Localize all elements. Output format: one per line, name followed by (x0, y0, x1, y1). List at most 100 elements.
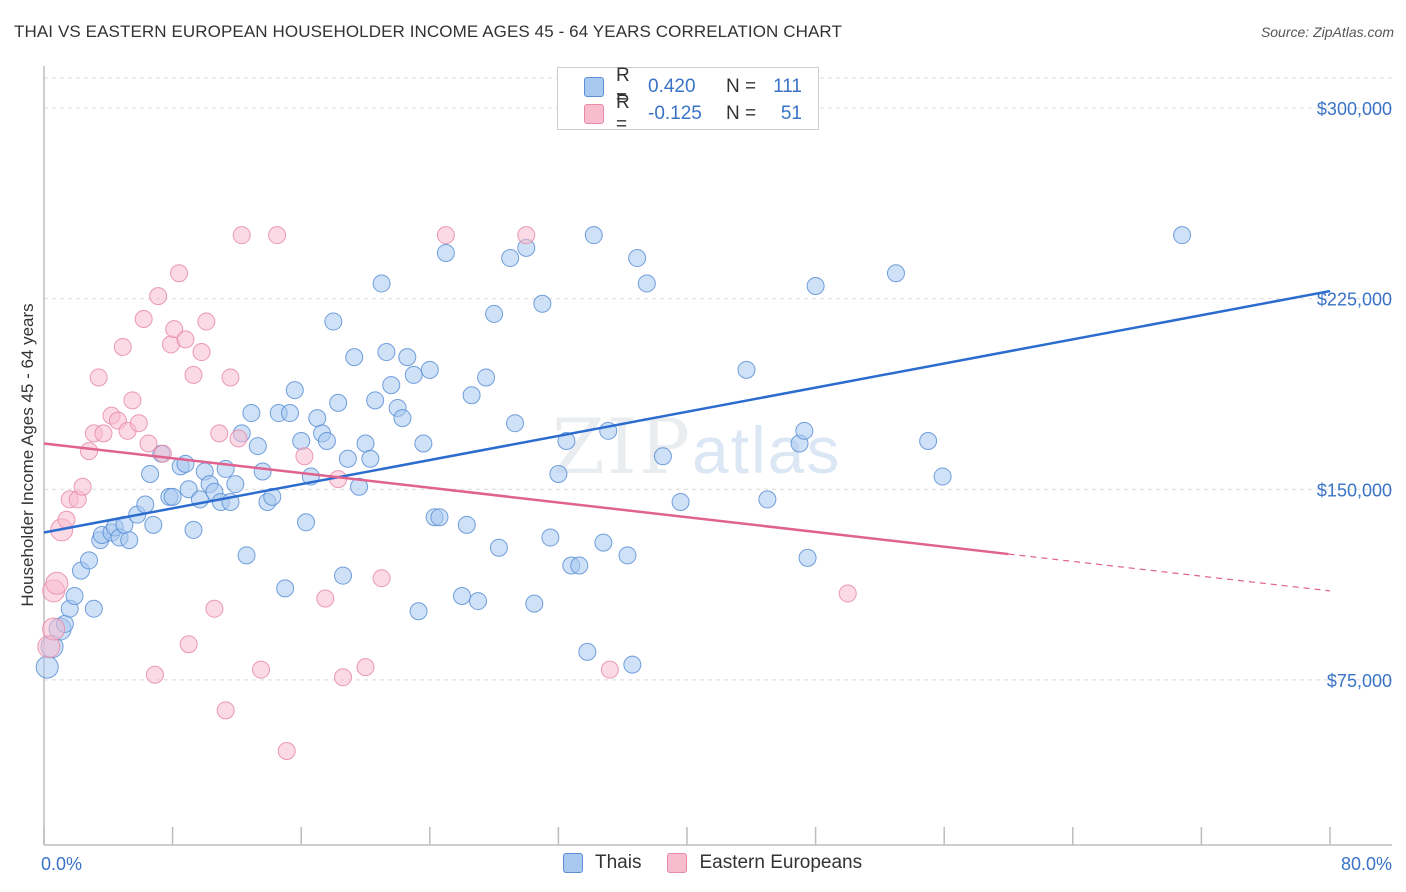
point-blue (398, 348, 417, 367)
point-blue (184, 520, 203, 539)
point-blue (366, 391, 385, 410)
point-pink (356, 658, 375, 677)
point-blue (414, 434, 433, 453)
point-blue (501, 249, 520, 268)
point-blue (84, 599, 103, 618)
point-pink (45, 571, 69, 595)
point-pink (139, 434, 158, 453)
legend-r-value: -0.125 (648, 103, 702, 124)
trend-lines (43, 289, 1331, 592)
point-blue (933, 467, 952, 486)
x-tick-label-min: 0.0% (41, 854, 82, 874)
data-points (35, 226, 1192, 760)
point-blue (120, 531, 139, 550)
point-blue (253, 462, 272, 481)
point-pink (73, 477, 92, 496)
point-blue (795, 421, 814, 440)
point-blue (671, 492, 690, 511)
point-pink (113, 337, 132, 356)
point-blue (80, 551, 99, 570)
y-tick-label: $75,000 (1327, 671, 1392, 691)
series-legend: Thais Eastern Europeans (563, 852, 888, 874)
point-blue (462, 386, 481, 405)
point-pink (42, 617, 66, 641)
series-legend-thais: Thais (563, 852, 641, 874)
tick-labels: $75,000 $150,000 $225,000 $300,000 0.0% 80.0% (41, 99, 1392, 874)
point-blue (65, 586, 84, 605)
point-blue (136, 495, 155, 514)
legend-row-thais: R = 0.420 N = 111 (558, 65, 802, 108)
point-blue (35, 655, 59, 679)
point-blue (628, 249, 647, 268)
point-pink (838, 584, 857, 603)
point-blue (798, 548, 817, 567)
trendline-eastern-europeans-extension (1008, 553, 1331, 592)
point-blue (345, 348, 364, 367)
point-blue (653, 447, 672, 466)
point-pink (89, 368, 108, 387)
point-blue (280, 404, 299, 423)
legend-n-value: 111 (773, 76, 802, 97)
point-blue (141, 465, 160, 484)
point-blue (382, 376, 401, 395)
point-blue (404, 365, 423, 384)
y-tick-label: $150,000 (1317, 480, 1392, 500)
point-blue (163, 487, 182, 506)
point-pink (517, 226, 536, 245)
point-blue (557, 431, 576, 450)
point-pink (153, 444, 172, 463)
point-blue (297, 513, 316, 532)
point-blue (226, 475, 245, 494)
point-blue (549, 465, 568, 484)
point-blue (372, 274, 391, 293)
point-blue (324, 312, 343, 331)
point-blue (477, 368, 496, 387)
point-pink (221, 368, 240, 387)
point-blue (806, 276, 825, 295)
point-pink (145, 665, 164, 684)
point-blue (393, 409, 412, 428)
point-pink (129, 414, 148, 433)
point-blue (584, 226, 603, 245)
point-pink (268, 226, 287, 245)
trendline-thais (43, 289, 1331, 534)
point-pink (94, 424, 113, 443)
legend-n-value: 51 (780, 103, 802, 124)
point-blue (179, 480, 198, 499)
point-pink (372, 569, 391, 588)
legend-swatch-thais (584, 77, 604, 97)
point-blue (409, 602, 428, 621)
series-swatch-eastern-europeans (667, 853, 688, 873)
series-swatch-thais (563, 853, 583, 873)
point-blue (144, 515, 163, 534)
point-blue (570, 556, 589, 575)
point-pink (176, 330, 195, 349)
trendline-eastern-europeans (43, 442, 1009, 556)
point-blue (292, 431, 311, 450)
point-pink (229, 429, 248, 448)
point-pink (277, 741, 296, 760)
point-blue (333, 566, 352, 585)
point-pink (232, 226, 251, 245)
point-blue (452, 586, 471, 605)
point-blue (350, 477, 369, 496)
point-pink (216, 701, 235, 720)
y-axis-label: Householder Income Ages 45 - 64 years (18, 303, 37, 606)
point-pink (316, 589, 335, 608)
point-pink (134, 310, 153, 329)
point-blue (594, 533, 613, 552)
y-tick-label: $225,000 (1317, 290, 1392, 310)
point-blue (242, 404, 261, 423)
point-blue (377, 343, 396, 362)
legend-r-label: R = (616, 92, 630, 135)
point-pink (165, 320, 184, 339)
x-tick-label-max: 80.0% (1341, 854, 1392, 874)
point-blue (525, 594, 544, 613)
point-blue (248, 437, 267, 456)
chart-source: Source: ZipAtlas.com (1260, 24, 1394, 40)
point-blue (329, 393, 348, 412)
point-blue (623, 655, 642, 674)
point-blue (338, 449, 357, 468)
point-blue (237, 546, 256, 565)
